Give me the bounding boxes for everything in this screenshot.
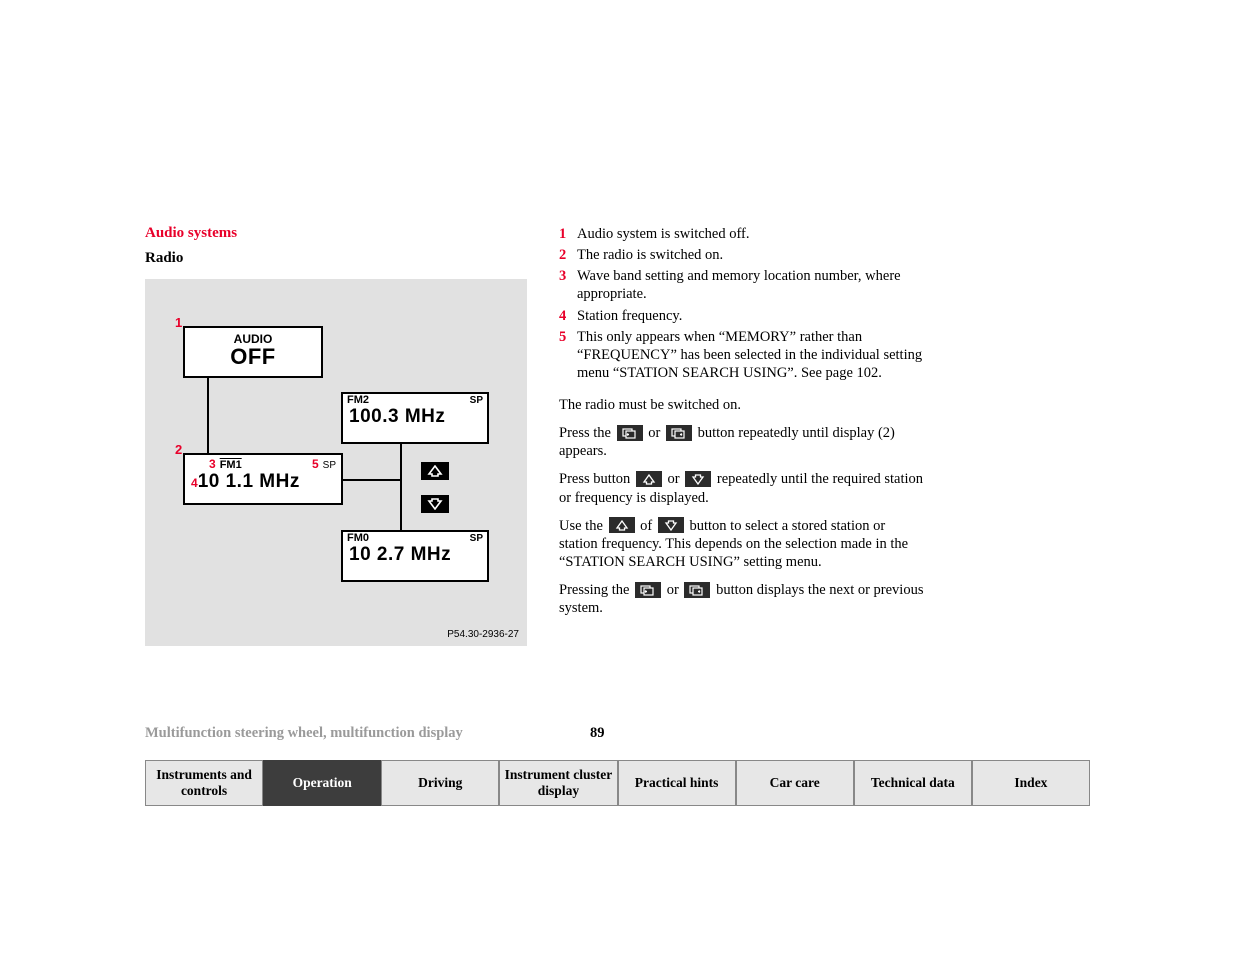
text-run: or <box>667 582 683 598</box>
legend-item: 3Wave band setting and memory location n… <box>559 267 924 303</box>
callout-3: 3 <box>209 457 216 471</box>
box4-sp: SP <box>470 533 483 544</box>
nav-tab[interactable]: Practical hints <box>618 760 736 806</box>
box3-sp: SP <box>470 395 483 406</box>
box4-band: FM0 <box>347 532 369 544</box>
section-title: Audio systems <box>145 225 527 242</box>
legend-num: 2 <box>559 246 577 264</box>
nav-tab[interactable]: Index <box>972 760 1090 806</box>
legend-text: Station frequency. <box>577 307 924 325</box>
nav-tab[interactable]: Instrument cluster display <box>499 760 617 806</box>
down-arrow-icon <box>685 471 711 487</box>
body-paragraph: The radio must be switched on. <box>559 396 924 414</box>
legend-num: 3 <box>559 267 577 303</box>
legend-item: 2The radio is switched on. <box>559 246 924 264</box>
down-arrow-icon <box>421 495 449 513</box>
body-paragraph: Pressing the or button displays the next… <box>559 581 924 617</box>
legend-text: Wave band setting and memory location nu… <box>577 267 924 303</box>
text-run: or <box>668 471 684 487</box>
body-paragraph: Press button or repeatedly until the req… <box>559 470 924 506</box>
box3-band: FM2 <box>347 394 369 406</box>
callout-4: 4 <box>191 476 198 490</box>
text-run: Use the <box>559 518 607 534</box>
text-run: Pressing the <box>559 582 633 598</box>
page-prev-icon <box>635 582 661 598</box>
display-box-fm1: 3 FM1 5 SP 4 10 1.1 MHz <box>183 453 343 505</box>
nav-tab[interactable]: Driving <box>381 760 499 806</box>
breadcrumb: Multifunction steering wheel, multifunct… <box>145 725 1090 742</box>
breadcrumb-text: Multifunction steering wheel, multifunct… <box>145 725 463 741</box>
cluster-display-figure: 1 AUDIO OFF 2 3 FM1 5 SP <box>145 279 527 646</box>
up-arrow-icon <box>609 517 635 533</box>
display-box-fm2: FM2 SP 100.3 MHz <box>341 392 489 444</box>
box1-line2: OFF <box>185 344 321 370</box>
nav-tab[interactable]: Operation <box>263 760 381 806</box>
text-run: Press the <box>559 425 615 441</box>
connector <box>343 479 400 481</box>
display-box-fm0: FM0 SP 10 2.7 MHz <box>341 530 489 582</box>
legend-item: 4Station frequency. <box>559 307 924 325</box>
nav-tab[interactable]: Technical data <box>854 760 972 806</box>
box3-freq: 100.3 MHz <box>343 406 487 428</box>
nav-tabs: Instruments and controlsOperationDriving… <box>145 760 1090 806</box>
box2-band: FM1 <box>220 459 242 471</box>
legend-num: 1 <box>559 225 577 243</box>
page-next-icon <box>666 425 692 441</box>
box2-freq: 10 1.1 MHz <box>198 471 300 493</box>
legend-text: The radio is switched on. <box>577 246 924 264</box>
callout-1: 1 <box>175 315 182 330</box>
legend-item: 5This only appears when “MEMORY” rather … <box>559 328 924 382</box>
box4-freq: 10 2.7 MHz <box>343 544 487 566</box>
box2-sp: SP <box>323 460 336 471</box>
page-number: 89 <box>590 725 605 742</box>
text-run: of <box>640 518 656 534</box>
body-paragraph: Press the or button repeatedly until dis… <box>559 424 924 460</box>
figure-caption: P54.30-2936-27 <box>447 629 519 640</box>
display-box-audio-off: AUDIO OFF <box>183 326 323 378</box>
nav-tab[interactable]: Car care <box>736 760 854 806</box>
down-arrow-icon <box>658 517 684 533</box>
text-run: Press button <box>559 471 634 487</box>
text-run: or <box>648 425 664 441</box>
callout-2: 2 <box>175 442 182 457</box>
subsection-title: Radio <box>145 250 527 267</box>
page-prev-icon <box>617 425 643 441</box>
body-paragraph: Use the of button to select a stored sta… <box>559 517 924 571</box>
connector <box>207 378 209 455</box>
up-arrow-icon <box>421 462 449 480</box>
legend-text: This only appears when “MEMORY” rather t… <box>577 328 924 382</box>
legend-text: Audio system is switched off. <box>577 225 924 243</box>
page-next-icon <box>684 582 710 598</box>
callout-5: 5 <box>312 457 319 471</box>
legend-list: 1Audio system is switched off. 2The radi… <box>559 225 924 382</box>
nav-tab[interactable]: Instruments and controls <box>145 760 263 806</box>
legend-num: 5 <box>559 328 577 382</box>
legend-item: 1Audio system is switched off. <box>559 225 924 243</box>
up-arrow-icon <box>636 471 662 487</box>
legend-num: 4 <box>559 307 577 325</box>
